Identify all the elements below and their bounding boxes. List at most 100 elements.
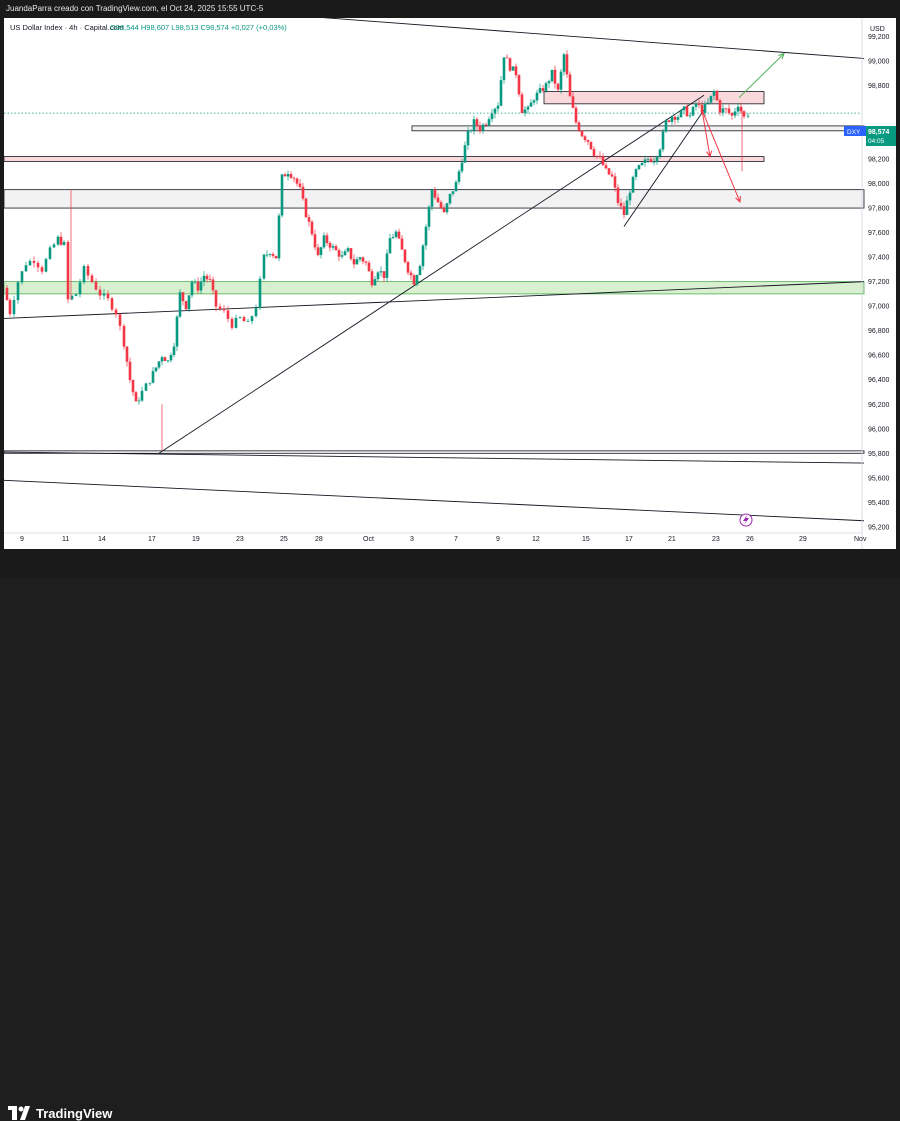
candle-body bbox=[202, 275, 206, 282]
candle-body bbox=[559, 71, 563, 90]
candle-body bbox=[742, 111, 746, 117]
candle-body bbox=[154, 367, 158, 372]
candle-body bbox=[538, 88, 542, 93]
currency-label[interactable]: USD bbox=[870, 26, 885, 33]
candle-body bbox=[550, 69, 554, 82]
candle-body bbox=[433, 189, 437, 198]
candle-body bbox=[616, 187, 620, 203]
candle-body bbox=[490, 113, 494, 120]
candle-body bbox=[580, 130, 584, 137]
tradingview-logo[interactable]: TradingView bbox=[8, 1105, 112, 1121]
time-tick-label: 19 bbox=[192, 536, 200, 543]
candle-body bbox=[415, 275, 419, 285]
candle-body bbox=[406, 262, 410, 273]
bullish-arrow bbox=[738, 53, 785, 99]
candle-body bbox=[598, 155, 602, 157]
candle-body bbox=[571, 96, 575, 108]
candle-body bbox=[265, 254, 269, 256]
candle-body bbox=[82, 266, 86, 283]
candle-body bbox=[553, 69, 557, 84]
caption-bar: JuandaParra creado con TradingView.com, … bbox=[0, 0, 900, 18]
resistance-zone-upper bbox=[543, 91, 765, 105]
candle-body bbox=[565, 54, 569, 75]
candle-body bbox=[199, 281, 203, 291]
candle-body bbox=[481, 124, 485, 131]
candle-body bbox=[44, 258, 48, 272]
candle-body bbox=[691, 106, 695, 116]
candle-body bbox=[175, 316, 179, 347]
candle-body bbox=[254, 308, 258, 317]
candle-body bbox=[676, 117, 680, 120]
candle-body bbox=[607, 168, 611, 175]
candle-body bbox=[562, 54, 566, 72]
candle-body bbox=[478, 125, 482, 131]
candle-body bbox=[670, 116, 674, 122]
candle-body bbox=[388, 238, 392, 254]
candle-body bbox=[544, 83, 548, 91]
candle-body bbox=[439, 202, 443, 209]
time-tick-label: Nov bbox=[854, 536, 867, 543]
candle-body bbox=[234, 317, 238, 328]
candle-body bbox=[262, 254, 266, 279]
candle-body bbox=[166, 360, 170, 362]
candle-body bbox=[277, 215, 281, 259]
candle-body bbox=[361, 257, 365, 262]
candle-body bbox=[355, 259, 359, 265]
candle-body bbox=[187, 295, 191, 310]
candle-body bbox=[739, 106, 743, 112]
support-line-95-8 bbox=[3, 451, 865, 464]
candle-body bbox=[310, 221, 314, 235]
time-tick-label: 12 bbox=[532, 536, 540, 543]
candle-body bbox=[48, 247, 52, 259]
candle-body bbox=[610, 174, 614, 177]
candle-body bbox=[547, 81, 551, 84]
time-tick-label: 11 bbox=[62, 536, 69, 543]
price-tick-label: 96,800 bbox=[868, 328, 890, 335]
candle-body bbox=[322, 235, 326, 248]
symbol-tag-bg bbox=[844, 126, 866, 136]
price-tick-label: 95,600 bbox=[868, 475, 890, 482]
candle-body bbox=[122, 325, 126, 347]
candle-body bbox=[661, 131, 665, 150]
candle-body bbox=[78, 282, 82, 295]
candle-body bbox=[160, 357, 164, 362]
drawings-layer bbox=[3, 0, 865, 522]
candle-body bbox=[700, 104, 704, 113]
candle-body bbox=[211, 279, 215, 291]
price-tick-label: 97,000 bbox=[868, 304, 890, 311]
candle-body bbox=[505, 57, 509, 59]
time-tick-label: 21 bbox=[668, 536, 676, 543]
candle-body bbox=[98, 289, 102, 296]
zones-layer bbox=[3, 91, 865, 454]
candle-body bbox=[52, 244, 56, 248]
candle-body bbox=[370, 271, 374, 286]
time-tick-label: 14 bbox=[98, 536, 106, 543]
time-tick-label: 9 bbox=[496, 536, 500, 543]
candle-body bbox=[496, 105, 500, 109]
candle-body bbox=[595, 155, 599, 157]
bullish-arrow-head bbox=[778, 52, 785, 60]
candle-body bbox=[730, 112, 734, 116]
chart-pane[interactable]: 99,20099,00098,80098,40098,20098,00097,8… bbox=[3, 0, 896, 549]
candle-body bbox=[137, 400, 141, 402]
candle-body bbox=[631, 176, 635, 193]
candle-body bbox=[184, 301, 188, 310]
events-icon[interactable] bbox=[739, 513, 753, 527]
price-chart[interactable]: 99,20099,00098,80098,40098,20098,00097,8… bbox=[3, 0, 896, 549]
candle-body bbox=[634, 169, 638, 177]
candle-body bbox=[56, 236, 60, 245]
candle-body bbox=[688, 115, 692, 117]
candle-body bbox=[694, 103, 698, 107]
candle-body bbox=[451, 191, 455, 194]
candle-body bbox=[577, 122, 581, 131]
time-tick-label: 17 bbox=[625, 536, 633, 543]
candle-body bbox=[724, 108, 728, 110]
candle-body bbox=[337, 250, 341, 257]
candle-body bbox=[409, 272, 413, 276]
candle-body bbox=[403, 249, 407, 263]
candle-body bbox=[358, 257, 362, 260]
candle-body bbox=[208, 279, 212, 280]
symbol-legend[interactable]: US Dollar Index · 4h · Capital.com bbox=[10, 23, 124, 32]
bearish-arrow-short-head bbox=[706, 150, 713, 158]
candle-body bbox=[36, 262, 40, 268]
